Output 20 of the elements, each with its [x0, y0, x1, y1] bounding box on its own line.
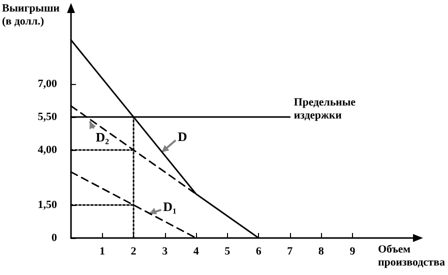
- x-axis-title: Объем производства: [378, 244, 446, 268]
- x-tick-label: 8: [318, 246, 324, 258]
- x-tick-label: 6: [256, 246, 262, 258]
- x-tick-label: 2: [130, 246, 137, 258]
- y-tick-label: 1,50: [38, 199, 58, 211]
- x-tick-label: 1: [100, 246, 106, 258]
- annotation: D: [178, 129, 188, 144]
- y-axis-title: Выигрыши (в долл.): [2, 2, 60, 28]
- x-tick-label: 3: [162, 246, 168, 258]
- x-tick-label: 9: [350, 246, 356, 258]
- y-tick-label: 5,50: [38, 111, 58, 123]
- x-tick-label: 4: [193, 246, 200, 258]
- y-tick-label: 7,00: [38, 78, 58, 90]
- annotation: Предельные издержки: [294, 96, 356, 122]
- annotation: D₁: [163, 198, 177, 214]
- annotation: D₂: [96, 129, 110, 144]
- x-tick-label: 7: [287, 246, 294, 258]
- y-tick-label: 4,00: [38, 144, 58, 156]
- text: 0: [52, 232, 57, 244]
- x-tick-label: 5: [224, 246, 231, 258]
